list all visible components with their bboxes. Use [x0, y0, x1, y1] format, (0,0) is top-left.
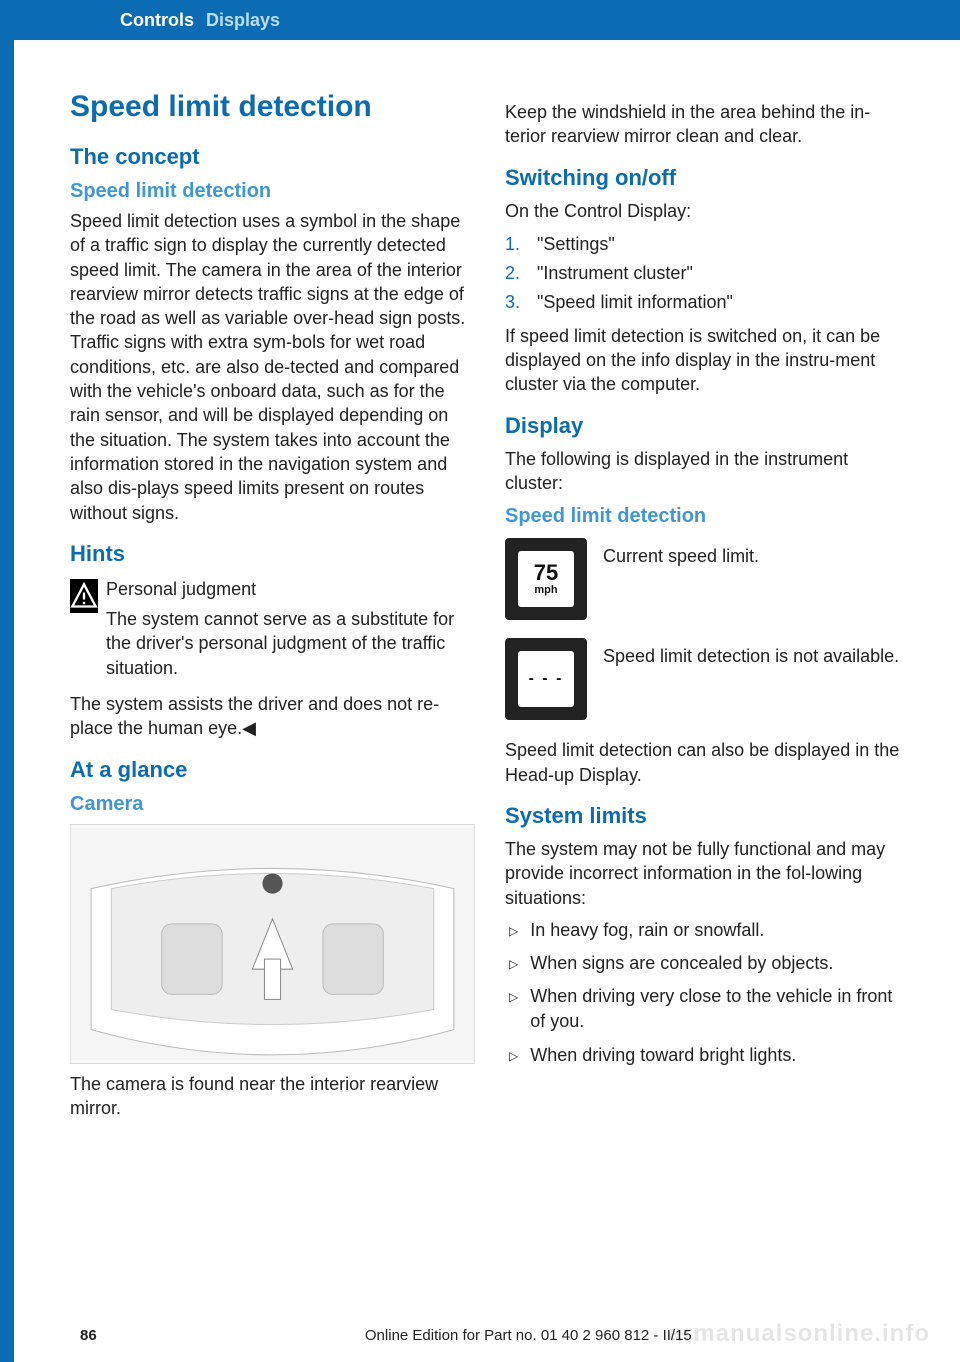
- sign-unit: mph: [534, 584, 557, 596]
- hud-paragraph: Speed limit detection can also be displa…: [505, 738, 910, 787]
- warning-body: The system cannot serve as a substitute …: [106, 607, 475, 680]
- step-text: "Speed limit information": [537, 289, 733, 316]
- list-item: ▷ When driving very close to the vehicle …: [505, 984, 910, 1034]
- switch-after: If speed limit detection is switched on,…: [505, 324, 910, 397]
- page: Controls Displays Speed limit detection …: [0, 0, 960, 1362]
- speed-sign-na-icon: - - -: [505, 638, 587, 720]
- paragraph-hints2: The system assists the driver and does n…: [70, 692, 475, 741]
- limit-text: When signs are concealed by objects.: [530, 951, 833, 976]
- list-item: ▷ When signs are concealed by objects.: [505, 951, 910, 976]
- triangle-bullet-icon: ▷: [509, 923, 518, 943]
- sign-dashes: - - -: [515, 648, 577, 710]
- tab-controls: Controls: [120, 10, 194, 31]
- header-tabs: Controls Displays: [0, 0, 960, 40]
- subheading-sld2: Speed limit detection: [505, 505, 910, 528]
- tab-displays: Displays: [206, 10, 280, 31]
- step-text: "Settings": [537, 231, 615, 258]
- camera-illustration: [71, 825, 474, 1063]
- sign2-label: Speed limit detection is not available.: [603, 644, 899, 668]
- heading-display: Display: [505, 413, 910, 439]
- triangle-bullet-icon: ▷: [509, 956, 518, 976]
- warning-title: Personal judgment: [106, 577, 475, 601]
- speed-sign-icon: 75 mph: [505, 538, 587, 620]
- sign-row-2: - - - Speed limit detection is not avail…: [505, 638, 910, 720]
- limit-text: In heavy fog, rain or snowfall.: [530, 918, 764, 943]
- list-item: 3. "Speed limit information": [505, 289, 910, 316]
- triangle-bullet-icon: ▷: [509, 1048, 518, 1068]
- subheading-camera: Camera: [70, 793, 475, 816]
- step-number: 2.: [505, 260, 527, 287]
- camera-caption: The camera is found near the interior re…: [70, 1072, 475, 1121]
- column-left: Speed limit detection The concept Speed …: [70, 90, 475, 1126]
- sign-number: 75: [534, 562, 558, 584]
- list-item: 2. "Instrument cluster": [505, 260, 910, 287]
- heading-glance: At a glance: [70, 757, 475, 783]
- watermark: armanualsonline.info: [669, 1320, 930, 1348]
- display-intro: The following is displayed in the instru…: [505, 447, 910, 496]
- heading-switching: Switching on/off: [505, 165, 910, 191]
- column-right: Keep the windshield in the area behind t…: [505, 90, 910, 1126]
- limits-list: ▷ In heavy fog, rain or snowfall. ▷ When s…: [505, 918, 910, 1068]
- limit-text: When driving toward bright lights.: [530, 1043, 796, 1068]
- warning-text: Personal judgment The system cannot serv…: [106, 575, 475, 686]
- switch-intro: On the Control Display:: [505, 199, 910, 223]
- step-number: 1.: [505, 231, 527, 258]
- limit-text: When driving very close to the vehicle i…: [530, 984, 910, 1034]
- list-item: 1. "Settings": [505, 231, 910, 258]
- list-item: ▷ When driving toward bright lights.: [505, 1043, 910, 1068]
- step-text: "Instrument cluster": [537, 260, 693, 287]
- list-item: ▷ In heavy fog, rain or snowfall.: [505, 918, 910, 943]
- heading-concept: The concept: [70, 144, 475, 170]
- edge-stripe: [0, 0, 14, 1362]
- step-number: 3.: [505, 289, 527, 316]
- sign-dashes-text: - - -: [529, 670, 564, 688]
- triangle-bullet-icon: ▷: [509, 989, 518, 1034]
- paragraph-keep: Keep the windshield in the area behind t…: [505, 100, 910, 149]
- sign-75: 75 mph: [515, 548, 577, 610]
- page-title: Speed limit detection: [70, 90, 475, 124]
- heading-hints: Hints: [70, 541, 475, 567]
- sign1-label: Current speed limit.: [603, 544, 759, 568]
- heading-limits: System limits: [505, 803, 910, 829]
- subheading-sld: Speed limit detection: [70, 180, 475, 203]
- sign-row-1: 75 mph Current speed limit.: [505, 538, 910, 620]
- warning-block: Personal judgment The system cannot serv…: [70, 575, 475, 686]
- limits-intro: The system may not be fully functional a…: [505, 837, 910, 910]
- camera-figure: [70, 824, 475, 1064]
- content-columns: Speed limit detection The concept Speed …: [0, 40, 960, 1126]
- paragraph-sld: Speed limit detection uses a symbol in t…: [70, 209, 475, 525]
- page-number: 86: [80, 1327, 97, 1344]
- warning-icon: [70, 579, 98, 613]
- switch-steps: 1. "Settings" 2. "Instrument cluster" 3. "S…: [505, 231, 910, 316]
